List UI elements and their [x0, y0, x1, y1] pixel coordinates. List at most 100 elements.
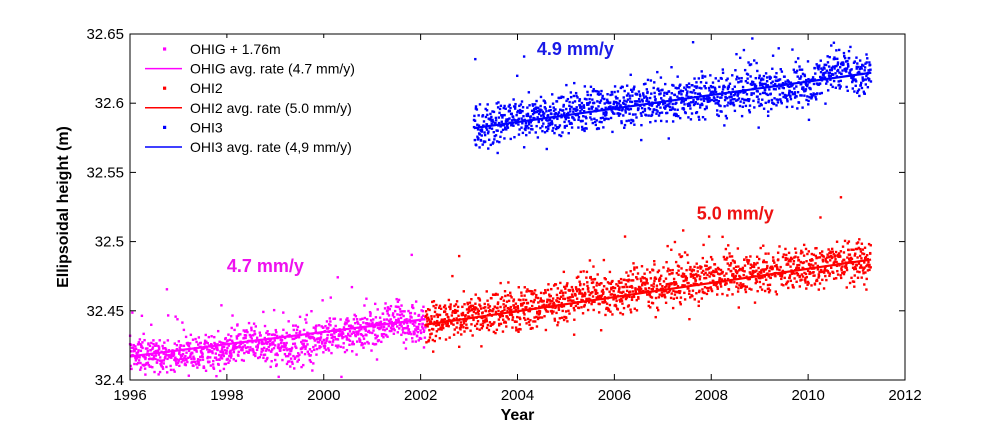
data-point	[552, 116, 555, 120]
data-point	[666, 270, 669, 273]
data-point	[783, 75, 786, 78]
data-point	[555, 311, 558, 315]
data-point	[845, 266, 848, 270]
data-point	[643, 109, 647, 112]
data-point	[869, 266, 872, 269]
data-point	[580, 120, 583, 123]
data-point	[746, 73, 750, 76]
data-point	[484, 115, 488, 119]
data-point	[510, 119, 514, 122]
data-point	[538, 316, 541, 319]
data-point	[243, 336, 246, 340]
data-point	[752, 270, 755, 273]
data-point	[586, 308, 590, 312]
data-point	[587, 103, 590, 106]
data-point	[662, 280, 666, 283]
data-point	[459, 325, 463, 329]
data-point	[154, 354, 158, 357]
data-point	[436, 319, 439, 323]
data-point	[496, 301, 500, 304]
data-point	[865, 74, 868, 78]
data-point	[251, 340, 254, 344]
data-point	[700, 265, 703, 269]
data-point	[261, 341, 264, 344]
data-point	[337, 333, 341, 336]
data-point	[658, 276, 662, 280]
data-point	[592, 88, 595, 91]
data-point	[868, 63, 872, 67]
data-point	[562, 297, 565, 300]
data-point	[826, 80, 829, 83]
data-point	[559, 281, 562, 285]
data-point	[825, 82, 828, 85]
data-point	[617, 280, 621, 283]
data-point	[356, 332, 360, 335]
data-point	[505, 118, 508, 121]
data-point	[217, 353, 221, 357]
data-point	[627, 119, 631, 122]
data-point	[469, 306, 472, 309]
data-point	[679, 83, 682, 86]
data-point	[398, 307, 402, 311]
data-point	[615, 102, 619, 105]
data-point	[748, 271, 752, 274]
data-point	[858, 254, 862, 258]
data-point	[671, 102, 674, 106]
data-point	[254, 352, 257, 355]
data-point	[764, 72, 768, 75]
data-point	[211, 363, 215, 366]
data-point	[522, 311, 525, 314]
data-point	[658, 111, 662, 115]
data-point	[297, 355, 300, 358]
data-point	[539, 126, 542, 130]
data-point	[492, 322, 495, 325]
data-point	[682, 106, 685, 110]
data-point	[668, 105, 671, 109]
data-point	[404, 347, 408, 350]
data-point	[226, 357, 229, 361]
data-point	[514, 302, 518, 305]
data-point	[752, 83, 756, 86]
data-point	[440, 328, 443, 331]
data-point	[804, 82, 807, 85]
data-point	[191, 360, 194, 364]
data-point	[577, 126, 580, 129]
data-point	[293, 337, 296, 340]
data-point	[583, 97, 587, 101]
data-point	[398, 327, 401, 330]
data-point	[867, 69, 870, 72]
data-point	[542, 304, 546, 308]
data-point	[595, 284, 598, 287]
data-point	[788, 85, 791, 89]
data-point	[683, 103, 686, 106]
data-point	[551, 299, 554, 303]
data-point	[623, 89, 626, 93]
data-point	[730, 255, 734, 258]
data-point	[869, 252, 872, 255]
data-point	[622, 102, 626, 105]
data-point	[647, 114, 650, 117]
data-point	[688, 102, 691, 105]
data-point	[613, 90, 616, 94]
data-point	[814, 72, 817, 75]
data-point	[802, 254, 806, 257]
data-point	[645, 278, 649, 282]
data-point	[837, 252, 841, 255]
data-point	[594, 292, 597, 296]
data-point	[630, 118, 633, 122]
data-point	[542, 292, 546, 295]
data-point	[684, 275, 688, 278]
data-point	[755, 279, 758, 282]
data-point	[304, 318, 307, 321]
data-point	[860, 86, 864, 90]
data-point	[803, 94, 806, 97]
data-point	[805, 260, 808, 263]
data-point	[183, 359, 186, 362]
data-point	[765, 80, 769, 83]
data-point	[858, 238, 861, 241]
data-point	[731, 293, 734, 296]
data-point	[177, 340, 181, 343]
data-point	[447, 316, 450, 319]
data-point	[551, 129, 554, 132]
data-point	[820, 67, 823, 70]
